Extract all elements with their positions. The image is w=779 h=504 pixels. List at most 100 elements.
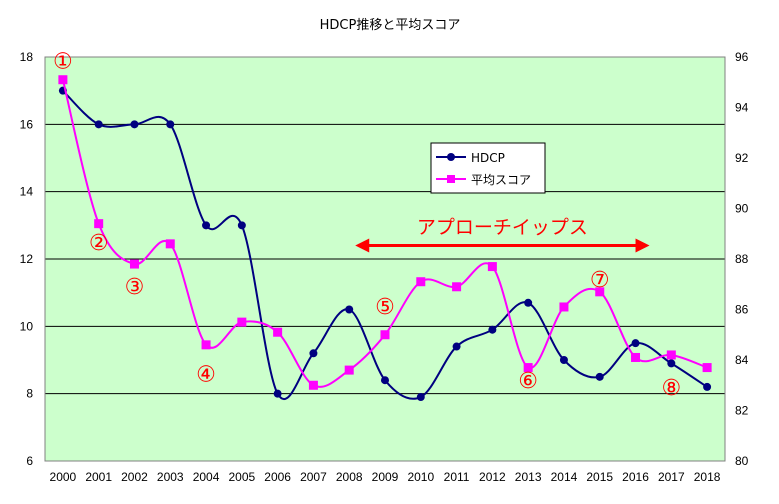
arrow-head-right xyxy=(635,238,650,253)
hdcp-point xyxy=(631,339,640,348)
annotation-label: ③ xyxy=(125,275,145,300)
score-point xyxy=(416,277,426,287)
hdcp-point xyxy=(130,120,139,129)
hdcp-point xyxy=(703,382,712,391)
score-point xyxy=(595,287,605,297)
hdcp-point xyxy=(488,325,497,334)
score-point xyxy=(452,282,462,292)
score-point xyxy=(165,239,175,249)
annotations-layer: ① ②③ ④ ⑤ ⑥ ⑦ ⑧ xyxy=(53,49,681,401)
chart-title: HDCP推移と平均スコア xyxy=(320,18,461,33)
x-tick-label: 2005 xyxy=(228,470,255,484)
x-tick-label: 2002 xyxy=(121,470,148,484)
series-line-hdcp xyxy=(62,89,708,400)
score-point xyxy=(58,75,68,85)
score-point xyxy=(559,302,569,312)
hdcp-point xyxy=(416,393,425,402)
x-tick-label: 2009 xyxy=(372,470,399,484)
legend-box xyxy=(430,142,546,194)
right-axis-ticks: 80 82 84 86 88 90 92 94 96 xyxy=(735,50,749,468)
hdcp-point xyxy=(667,359,676,368)
right-tick-label: 84 xyxy=(735,353,749,367)
approach-yips-arrow: アプローチイップス xyxy=(355,217,650,253)
x-tick-label: 2018 xyxy=(694,470,721,484)
annotation-label: ⑥ xyxy=(518,369,538,394)
hdcp-point xyxy=(166,120,175,129)
x-tick-label: 2004 xyxy=(193,470,220,484)
annotation-label: ① xyxy=(53,49,73,74)
score-point xyxy=(308,380,318,390)
hdcp-point xyxy=(94,120,103,129)
left-tick-label: 18 xyxy=(20,50,34,64)
right-tick-label: 82 xyxy=(735,404,749,418)
x-tick-label: 2001 xyxy=(85,470,112,484)
left-tick-label: 12 xyxy=(20,252,34,266)
arrow-label: アプローチイップス xyxy=(417,217,588,239)
annotation-label: ② xyxy=(89,231,109,256)
score-point xyxy=(344,365,354,375)
hdcp-point xyxy=(237,221,246,230)
score-point xyxy=(631,352,641,362)
right-tick-label: 88 xyxy=(735,252,749,266)
left-tick-label: 14 xyxy=(20,185,34,199)
x-tick-label: 2014 xyxy=(551,470,578,484)
x-axis-ticks: 2000 2001 2002 2003 2004 2005 2006 2007 2008 2009… xyxy=(50,470,721,484)
hdcp-point xyxy=(559,356,568,364)
hdcp-point xyxy=(452,342,461,351)
x-tick-label: 2006 xyxy=(264,470,291,484)
legend-score-marker xyxy=(447,175,455,183)
legend-hdcp-marker xyxy=(447,153,455,161)
right-tick-label: 92 xyxy=(735,151,749,165)
x-tick-label: 2013 xyxy=(515,470,542,484)
x-tick-label: 2003 xyxy=(157,470,184,484)
right-tick-label: 86 xyxy=(735,303,749,317)
annotation-label: ④ xyxy=(196,362,216,387)
x-tick-label: 2007 xyxy=(300,470,327,484)
score-point xyxy=(487,262,497,272)
score-point xyxy=(129,259,139,269)
hdcp-point xyxy=(273,389,282,398)
x-tick-label: 2010 xyxy=(407,470,434,484)
score-point xyxy=(237,317,247,327)
score-point xyxy=(94,219,104,229)
hdcp-point xyxy=(524,298,533,307)
legend-score-label: 平均スコア xyxy=(471,173,531,187)
hdcp-point xyxy=(202,221,211,230)
right-tick-label: 90 xyxy=(735,202,749,216)
right-tick-label: 80 xyxy=(735,454,749,468)
score-point xyxy=(523,363,533,373)
x-tick-label: 2015 xyxy=(586,470,613,484)
right-tick-label: 94 xyxy=(735,101,749,115)
x-tick-label: 2000 xyxy=(50,470,77,484)
annotation-label: ⑧ xyxy=(661,376,681,401)
score-point xyxy=(702,363,712,373)
score-point xyxy=(666,350,676,360)
left-tick-label: 8 xyxy=(26,387,33,401)
annotation-label: ⑦ xyxy=(590,268,610,293)
x-tick-label: 2011 xyxy=(444,470,470,484)
x-tick-label: 2017 xyxy=(658,470,685,484)
legend: HDCP 平均スコア xyxy=(430,142,546,194)
score-point xyxy=(273,327,283,337)
arrow-head-left xyxy=(355,238,370,253)
x-tick-label: 2016 xyxy=(622,470,649,484)
hdcp-point xyxy=(381,376,389,385)
left-axis-ticks: 6 8 10 12 14 16 18 xyxy=(20,50,34,468)
hdcp-point xyxy=(345,305,354,314)
right-tick-label: 96 xyxy=(735,50,749,64)
plot-border xyxy=(44,56,726,462)
left-tick-label: 16 xyxy=(20,117,34,131)
hdcp-point xyxy=(595,372,604,381)
x-tick-label: 2012 xyxy=(479,470,506,484)
annotation-label: ⑤ xyxy=(375,295,395,320)
series-layer xyxy=(58,75,712,402)
gridlines xyxy=(45,123,725,395)
left-tick-label: 6 xyxy=(26,454,33,468)
hdcp-point xyxy=(309,349,318,358)
left-tick-label: 10 xyxy=(20,319,34,333)
score-point xyxy=(380,330,390,340)
x-tick-label: 2008 xyxy=(336,470,363,484)
legend-hdcp-label: HDCP xyxy=(471,151,505,165)
score-point xyxy=(201,340,211,350)
